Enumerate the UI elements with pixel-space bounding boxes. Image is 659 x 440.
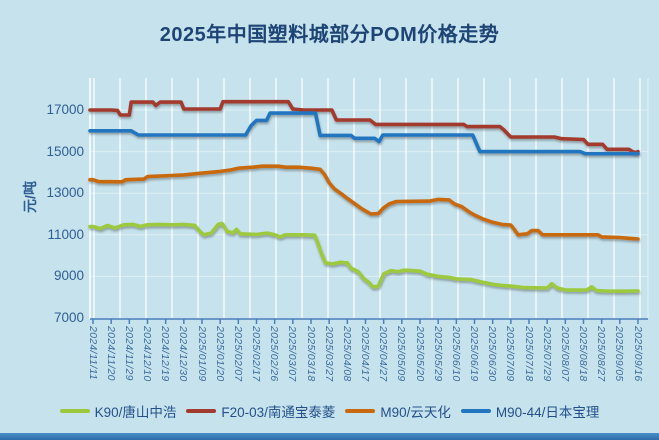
x-tick-label: 2025/05/09 <box>395 326 408 382</box>
x-tick-label: 2025/07/18 <box>522 326 535 382</box>
legend-label: K90/唐山中浩 <box>94 405 177 420</box>
legend-item-k90: K90/唐山中浩 <box>59 401 177 421</box>
x-tick-label: 2025/09/16 <box>631 326 644 382</box>
x-tick-label: 2025/03/27 <box>322 326 335 382</box>
x-tick-label: 2024/11/29 <box>122 326 135 381</box>
x-tick-label: 2025/05/20 <box>413 326 426 382</box>
series-line-0 <box>88 221 640 293</box>
x-tick-label: 2025/09/05 <box>613 326 626 382</box>
y-tick-label: 15000 <box>46 143 84 159</box>
x-tick-label: 2025/07/09 <box>504 326 517 382</box>
x-tick-label: 2024/11/11 <box>86 326 99 380</box>
x-tick-label: 2025/07/29 <box>540 326 553 382</box>
legend-swatch-orange-line <box>345 409 376 413</box>
y-tick-label: 7000 <box>53 310 84 325</box>
legend-swatch-blue-line <box>460 409 491 413</box>
x-tick-label: 2025/08/18 <box>577 326 589 382</box>
x-tick-label: 2025/04/27 <box>377 326 390 382</box>
legend-label: F20-03/南通宝泰菱 <box>221 405 336 420</box>
x-tick-label: 2025/03/18 <box>304 326 317 382</box>
legend-label: M90/云天化 <box>380 405 451 420</box>
x-tick-label: 2025/06/10 <box>449 326 462 382</box>
x-tick-label: 2025/06/30 <box>486 326 499 382</box>
legend-swatch-darkred-line <box>186 409 217 413</box>
axis-layer <box>89 78 648 324</box>
y-tick-label: 17000 <box>46 102 84 117</box>
bottom-border-strip <box>0 433 659 440</box>
x-tick-label: 2025/08/27 <box>595 326 608 382</box>
x-tick-label: 2025/02/07 <box>231 326 244 382</box>
series-line-2 <box>88 164 640 241</box>
legend-item-m90-44: M90-44/日本宝理 <box>460 401 600 421</box>
legend-item-f20-03: F20-03/南通宝泰菱 <box>186 401 335 421</box>
chart-title: 2025年中国塑料城部分POM价格走势 <box>159 24 500 46</box>
x-tick-label: 2025/01/20 <box>213 326 226 382</box>
x-tick-label: 2025/02/17 <box>250 326 262 382</box>
x-tick-label: 2025/01/09 <box>195 326 208 382</box>
x-tick-label: 2025/08/07 <box>558 326 571 382</box>
y-tick-label: 11000 <box>47 226 84 242</box>
legend-item-m90: M90/云天化 <box>345 401 451 421</box>
series-line-3 <box>88 111 640 156</box>
y-tick-label: 13000 <box>46 185 84 201</box>
x-tick-label: 2024/12/30 <box>177 326 190 382</box>
legend-swatch-green-line <box>59 409 90 413</box>
legend-label: M90-44/日本宝理 <box>495 405 600 420</box>
chart-legend: K90/唐山中浩 F20-03/南通宝泰菱 M90/云天化 M90-44/日本宝… <box>0 401 659 421</box>
x-tick-label: 2025/04/08 <box>340 326 353 382</box>
grid-layer <box>90 78 649 318</box>
x-tick-label: 2025/05/29 <box>431 326 444 382</box>
x-tick-label: 2025/04/17 <box>359 326 371 382</box>
x-tick-label: 2025/03/07 <box>286 326 299 382</box>
x-tick-label: 2024/11/20 <box>104 326 117 381</box>
x-tick-label: 2024/12/19 <box>159 326 172 382</box>
series-line-1 <box>88 99 640 155</box>
x-tick-label: 2025/06/19 <box>468 326 480 382</box>
y-tick-label: 9000 <box>53 268 84 284</box>
series-layer <box>88 99 640 293</box>
x-tick-label: 2025/02/26 <box>268 326 281 382</box>
x-tick-label: 2024/12/10 <box>141 326 153 382</box>
